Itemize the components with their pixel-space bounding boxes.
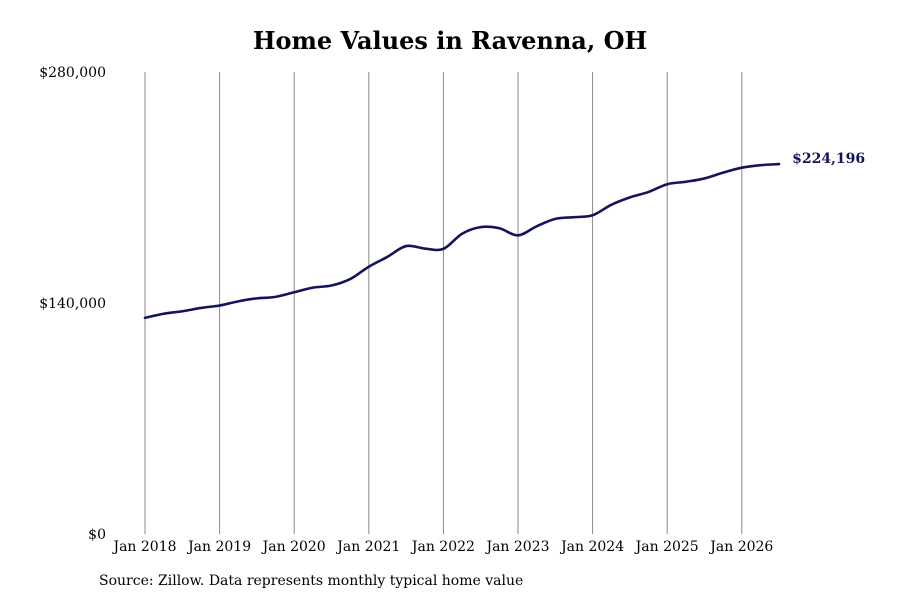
x-tick-label: Jan 2020 <box>261 539 326 555</box>
x-tick-label: Jan 2023 <box>484 539 549 555</box>
x-axis-tick-labels: Jan 2018 Jan 2019 Jan 2020 Jan 2021 Jan 2022… <box>111 539 773 555</box>
grid-lines <box>144 72 743 534</box>
x-tick-label: Jan 2024 <box>559 539 624 555</box>
y-tick-label: $280,000 <box>39 65 106 81</box>
source-note: Source: Zillow. Data represents monthly … <box>99 573 524 589</box>
last-value-label: $224,196 <box>792 151 865 167</box>
x-tick-label: Jan 2021 <box>335 539 400 555</box>
x-tick-label: Jan 2026 <box>708 539 773 555</box>
y-tick-label: $140,000 <box>39 296 106 312</box>
x-tick-label: Jan 2022 <box>410 539 475 555</box>
x-tick-label: Jan 2018 <box>111 539 176 555</box>
chart-title: Home Values in Ravenna, OH <box>252 26 648 55</box>
y-axis-tick-labels: $0 $140,000 $280,000 <box>39 65 106 543</box>
x-tick-label: Jan 2025 <box>634 539 699 555</box>
series-line <box>143 162 781 320</box>
y-tick-label: $0 <box>88 527 106 543</box>
x-tick-label: Jan 2019 <box>186 539 251 555</box>
